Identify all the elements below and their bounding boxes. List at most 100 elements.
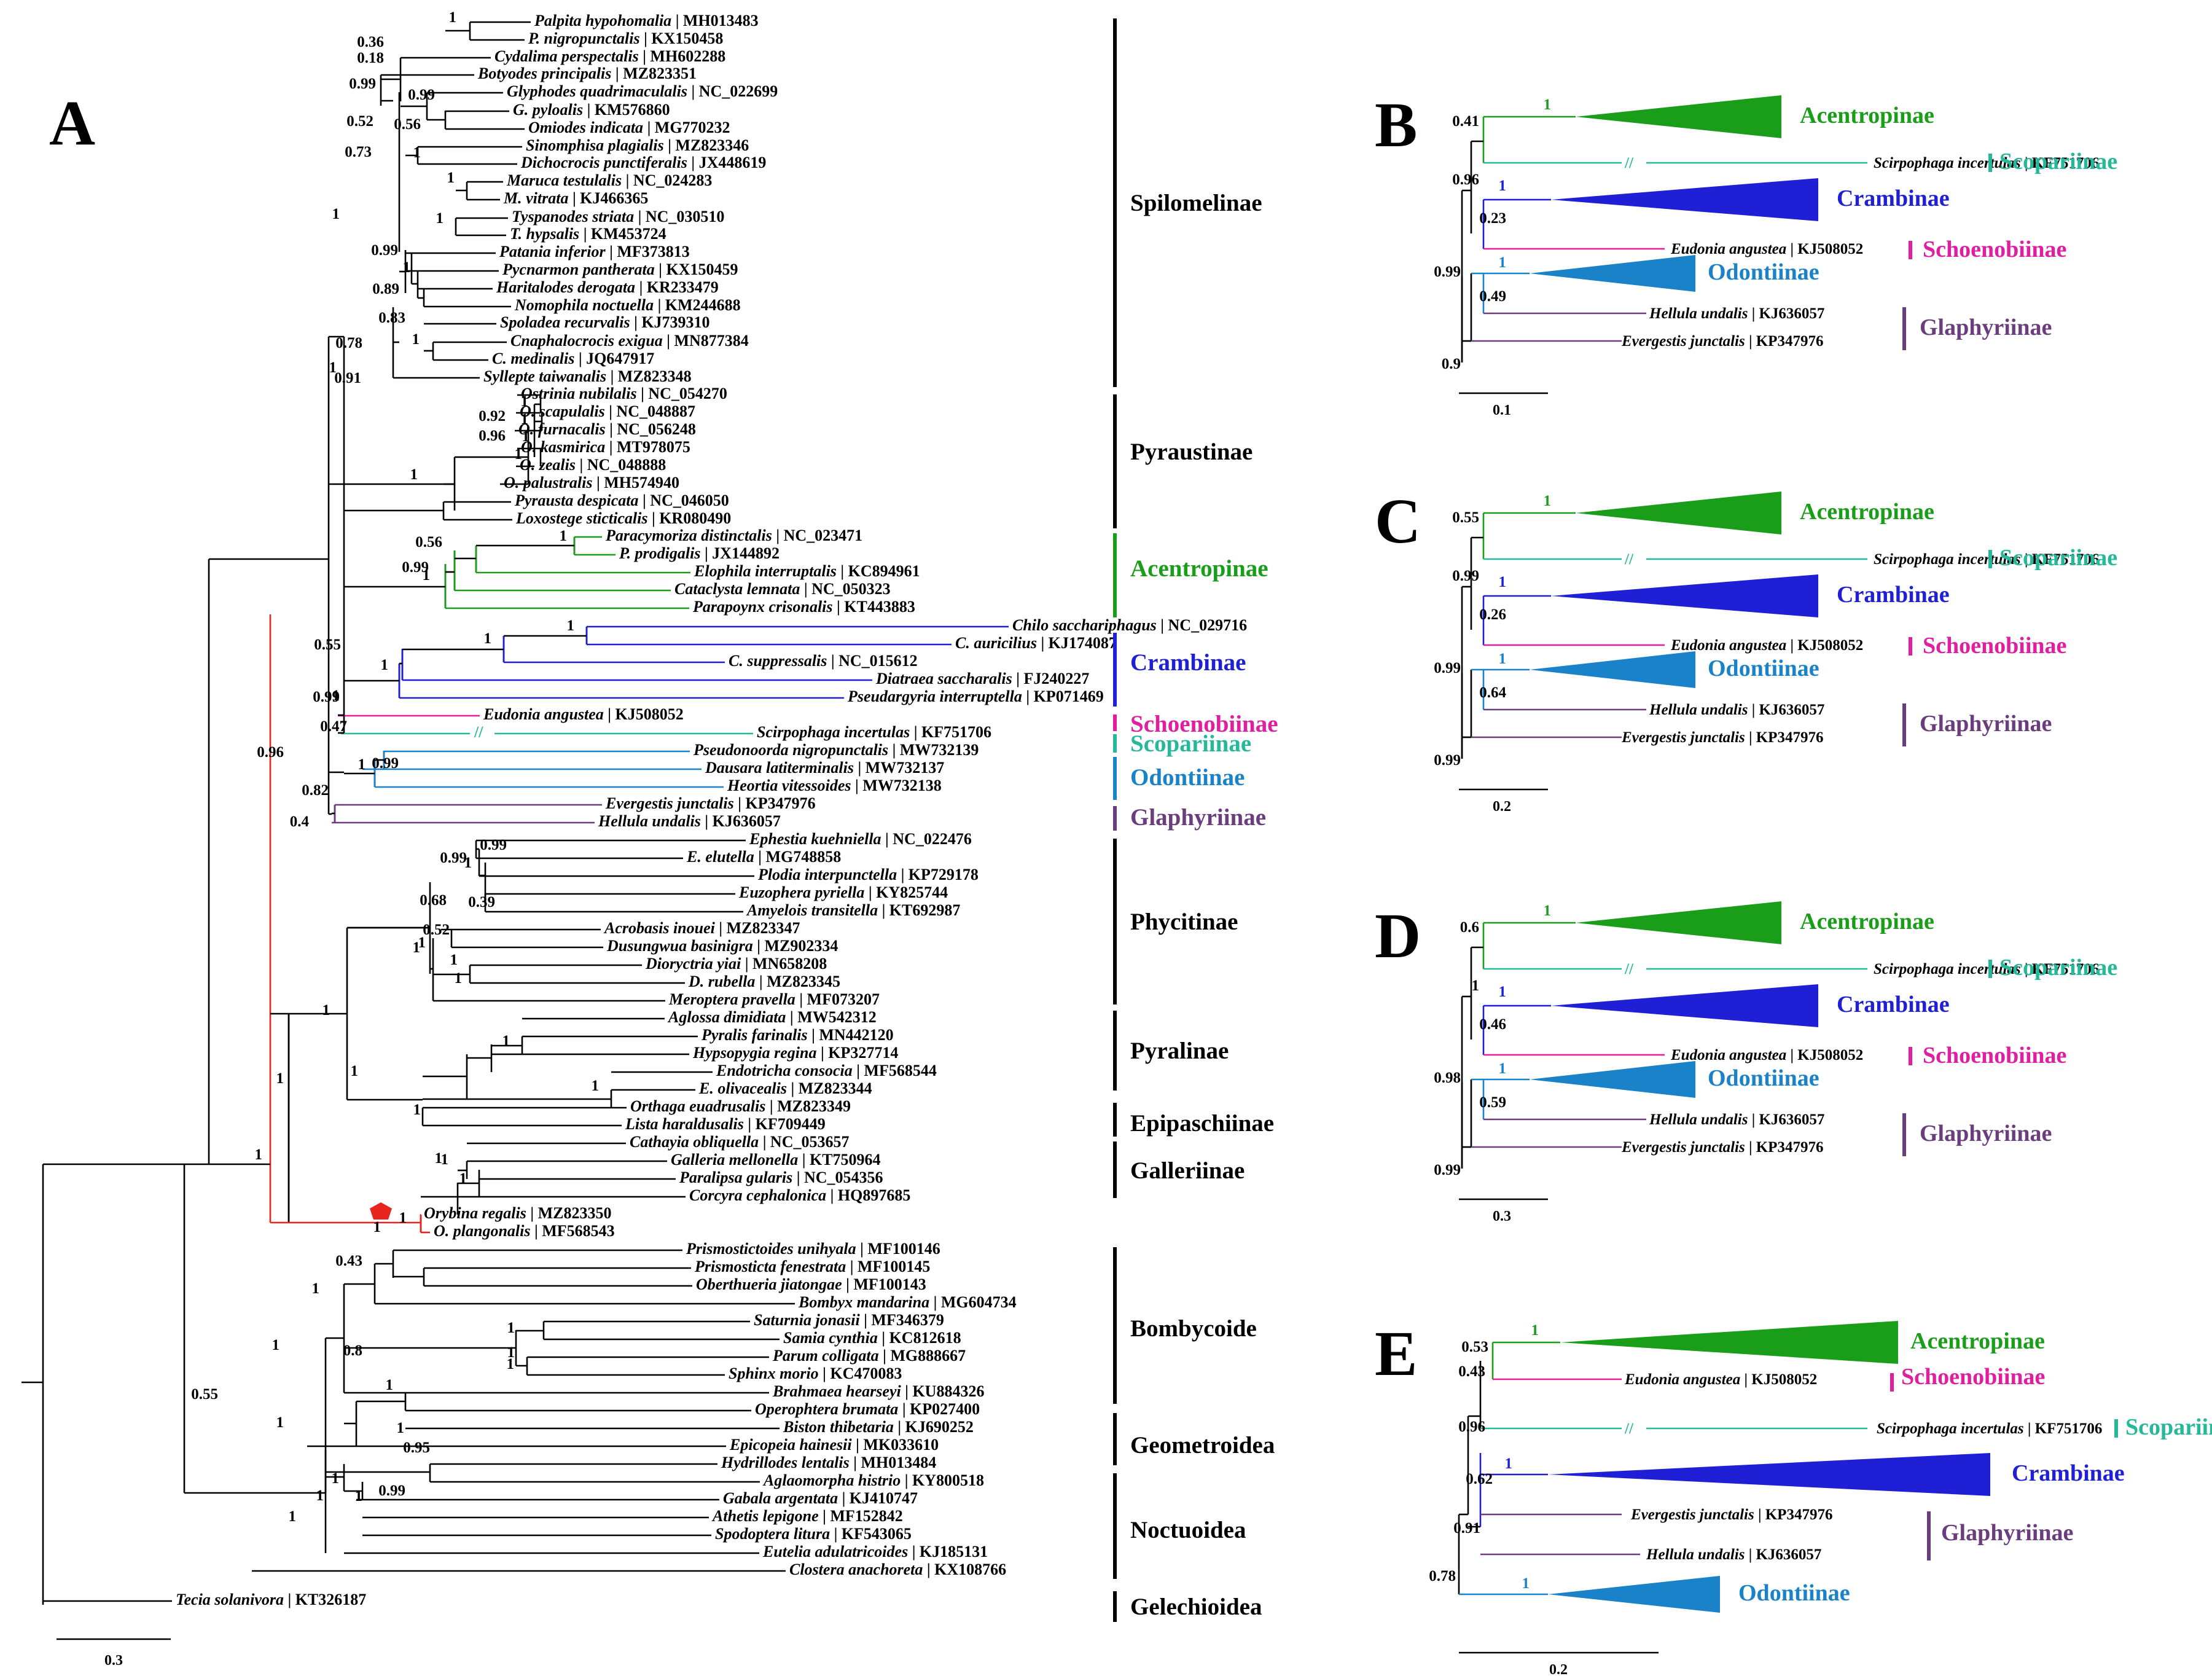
accession-number: | KM244688 (654, 296, 741, 314)
taxon-label: Loxostege sticticalis | KR080490 (515, 509, 731, 527)
species-name: Eudonia angustea (1624, 1371, 1740, 1388)
accession-number: | KJ466365 (568, 189, 648, 207)
accession-number: | HQ897685 (826, 1186, 910, 1204)
support-value: 1 (1505, 1455, 1513, 1472)
accession-number: | KJ174087 (1037, 634, 1117, 652)
group-label: Acentropinae (1800, 103, 1934, 128)
support-value: 0.18 (357, 50, 384, 66)
species-name: Hellula undalis (1649, 1111, 1748, 1128)
group-label: Crambinae (2012, 1460, 2125, 1486)
support-value: 0.92 (479, 408, 506, 425)
accession-number: | NC_048887 (605, 402, 695, 420)
taxon-label: Ephestia kuehniella | NC_022476 (749, 830, 972, 848)
species-name: Evergestis junctalis (1621, 333, 1745, 350)
species-name: Eudonia angustea (1670, 241, 1786, 257)
collapsed-clade-triangle (1560, 1321, 1898, 1364)
species-name: T. hypsalis (510, 225, 579, 243)
accession-number: | NC_023471 (772, 527, 862, 544)
support-value: 1 (435, 1150, 443, 1167)
accession-number: | NC_024283 (622, 171, 712, 189)
support-value: 1 (423, 567, 431, 584)
taxon-label: Elophila interruptalis | KC894961 (694, 562, 920, 580)
support-value: 0.39 (468, 894, 495, 910)
species-name: Haritalodes derogata (496, 278, 635, 296)
species-name: Aglaomorpha histrio (762, 1471, 901, 1489)
taxon-label: Parum colligata | MG888667 (772, 1347, 966, 1365)
support-value: 1 (386, 1377, 394, 1393)
species-name: Scirpophaga incertulas (1874, 551, 2021, 568)
species-name: Palpita hypohomalia (534, 12, 671, 29)
taxon-label: Omiodes indicata | MG770232 (528, 119, 730, 136)
species-name: O. kasmirica (521, 438, 605, 456)
support-value: 0.78 (1429, 1568, 1456, 1584)
group-label: Schoenobiinae (1923, 237, 2066, 262)
accession-number: | NC_015612 (827, 652, 917, 670)
taxon-label: Syllepte taiwanalis | MZ823348 (483, 367, 692, 385)
taxon-label: Scirpophaga incertulas | KF751706 (1874, 155, 2099, 171)
accession-number: | MN877384 (663, 332, 749, 350)
accession-number: | KX150459 (655, 260, 738, 278)
group-label: Crambinae (1837, 582, 1950, 608)
taxon-label: Chilo sacchariphagus | NC_029716 (1012, 616, 1247, 634)
support-value: 1 (450, 952, 458, 968)
species-name: Saturnia jonasii (754, 1311, 860, 1329)
taxon-label: Hellula undalis | KJ636057 (1649, 702, 1824, 718)
accession-number: | MZ823344 (787, 1079, 872, 1097)
taxon-label: Cydalima perspectalis | MH602288 (494, 47, 725, 65)
species-name: Endotricha consocia (716, 1062, 853, 1079)
tree-panel-d: // Scirpophaga incertulas | KF751706 Acent… (1434, 901, 2117, 1224)
taxon-label: Palpita hypohomalia | MH013483 (534, 12, 759, 29)
support-value: 1 (289, 1508, 297, 1525)
scale-label: 0.3 (1493, 1208, 1511, 1224)
species-name: Sphinx morio (729, 1365, 819, 1382)
support-value: 1 (447, 170, 455, 186)
species-name: Hellula undalis (1649, 702, 1748, 718)
support-value: 1 (1499, 574, 1507, 590)
support-value: 1 (413, 939, 421, 956)
support-value: 0.96 (1452, 171, 1479, 188)
scale-label: 0.3 (104, 1653, 123, 1669)
accession-number: | KT326187 (284, 1591, 366, 1608)
group-label: Acentropinae (1130, 555, 1268, 582)
taxon-label: E. olivacealis | MZ823344 (698, 1079, 872, 1097)
accession-number: | MW732138 (851, 777, 941, 794)
panel-label-a: A (49, 88, 95, 159)
taxon-label: Dioryctria yiai | MN658208 (645, 955, 827, 973)
accession-number: | KF751706 (2024, 1420, 2103, 1437)
taxon-label: Aglaomorpha histrio | KY800518 (762, 1471, 984, 1489)
taxon-label: Dichocrocis punctiferalis | JX448619 (520, 154, 766, 171)
accession-number: | MF100143 (842, 1275, 926, 1293)
accession-number: | KT443883 (833, 598, 915, 616)
taxon-label: Scirpophaga incertulas | KF751706 (1874, 961, 2099, 977)
accession-number: | MF346379 (860, 1311, 944, 1329)
accession-number: | MH602288 (639, 47, 726, 65)
taxon-label: Nomophila noctuella | KM244688 (514, 296, 741, 314)
species-name: Evergestis junctalis (1621, 1139, 1745, 1156)
taxon-label: Cataclysta lemnata | NC_050323 (674, 580, 891, 598)
taxon-label: Evergestis junctalis | KP347976 (1630, 1506, 1832, 1523)
group-label: Bombycoide (1130, 1315, 1257, 1342)
group-label: Acentropinae (1800, 499, 1934, 525)
group-label: Crambinae (1837, 992, 1950, 1017)
taxon-label: O. kasmirica | MT978075 (521, 438, 690, 456)
accession-number: | KJ508052 (1786, 241, 1863, 257)
accession-number: | NC_053657 (759, 1133, 849, 1151)
tree-panel-b: // Scirpophaga incertulas | KF751706 Acent… (1434, 95, 2117, 418)
species-name: Eutelia adulatricoides (762, 1543, 908, 1560)
taxon-label: Paracymoriza distinctalis | NC_023471 (605, 527, 862, 544)
accession-number: | KF543065 (830, 1525, 912, 1543)
support-value: 1 (413, 144, 421, 161)
support-value: 0.99 (440, 850, 467, 866)
group-label: Phycitinae (1130, 909, 1238, 935)
support-value: 0.82 (302, 782, 329, 799)
taxon-label: Hypsopygia regina | KP327714 (692, 1044, 898, 1062)
branch-break-mark: // (1624, 155, 1634, 171)
taxon-label: Maruca testulalis | NC_024283 (506, 171, 712, 189)
species-name: C. suppressalis (729, 652, 827, 670)
species-name: Athetis lepigone (711, 1507, 819, 1525)
accession-number: | MH013483 (671, 12, 759, 29)
group-label: Glaphyriinae (1941, 1520, 2073, 1546)
support-value: 0.99 (1434, 752, 1461, 769)
species-name: G. pyloalis (513, 101, 583, 119)
species-name: Eudonia angustea (1670, 1047, 1786, 1063)
